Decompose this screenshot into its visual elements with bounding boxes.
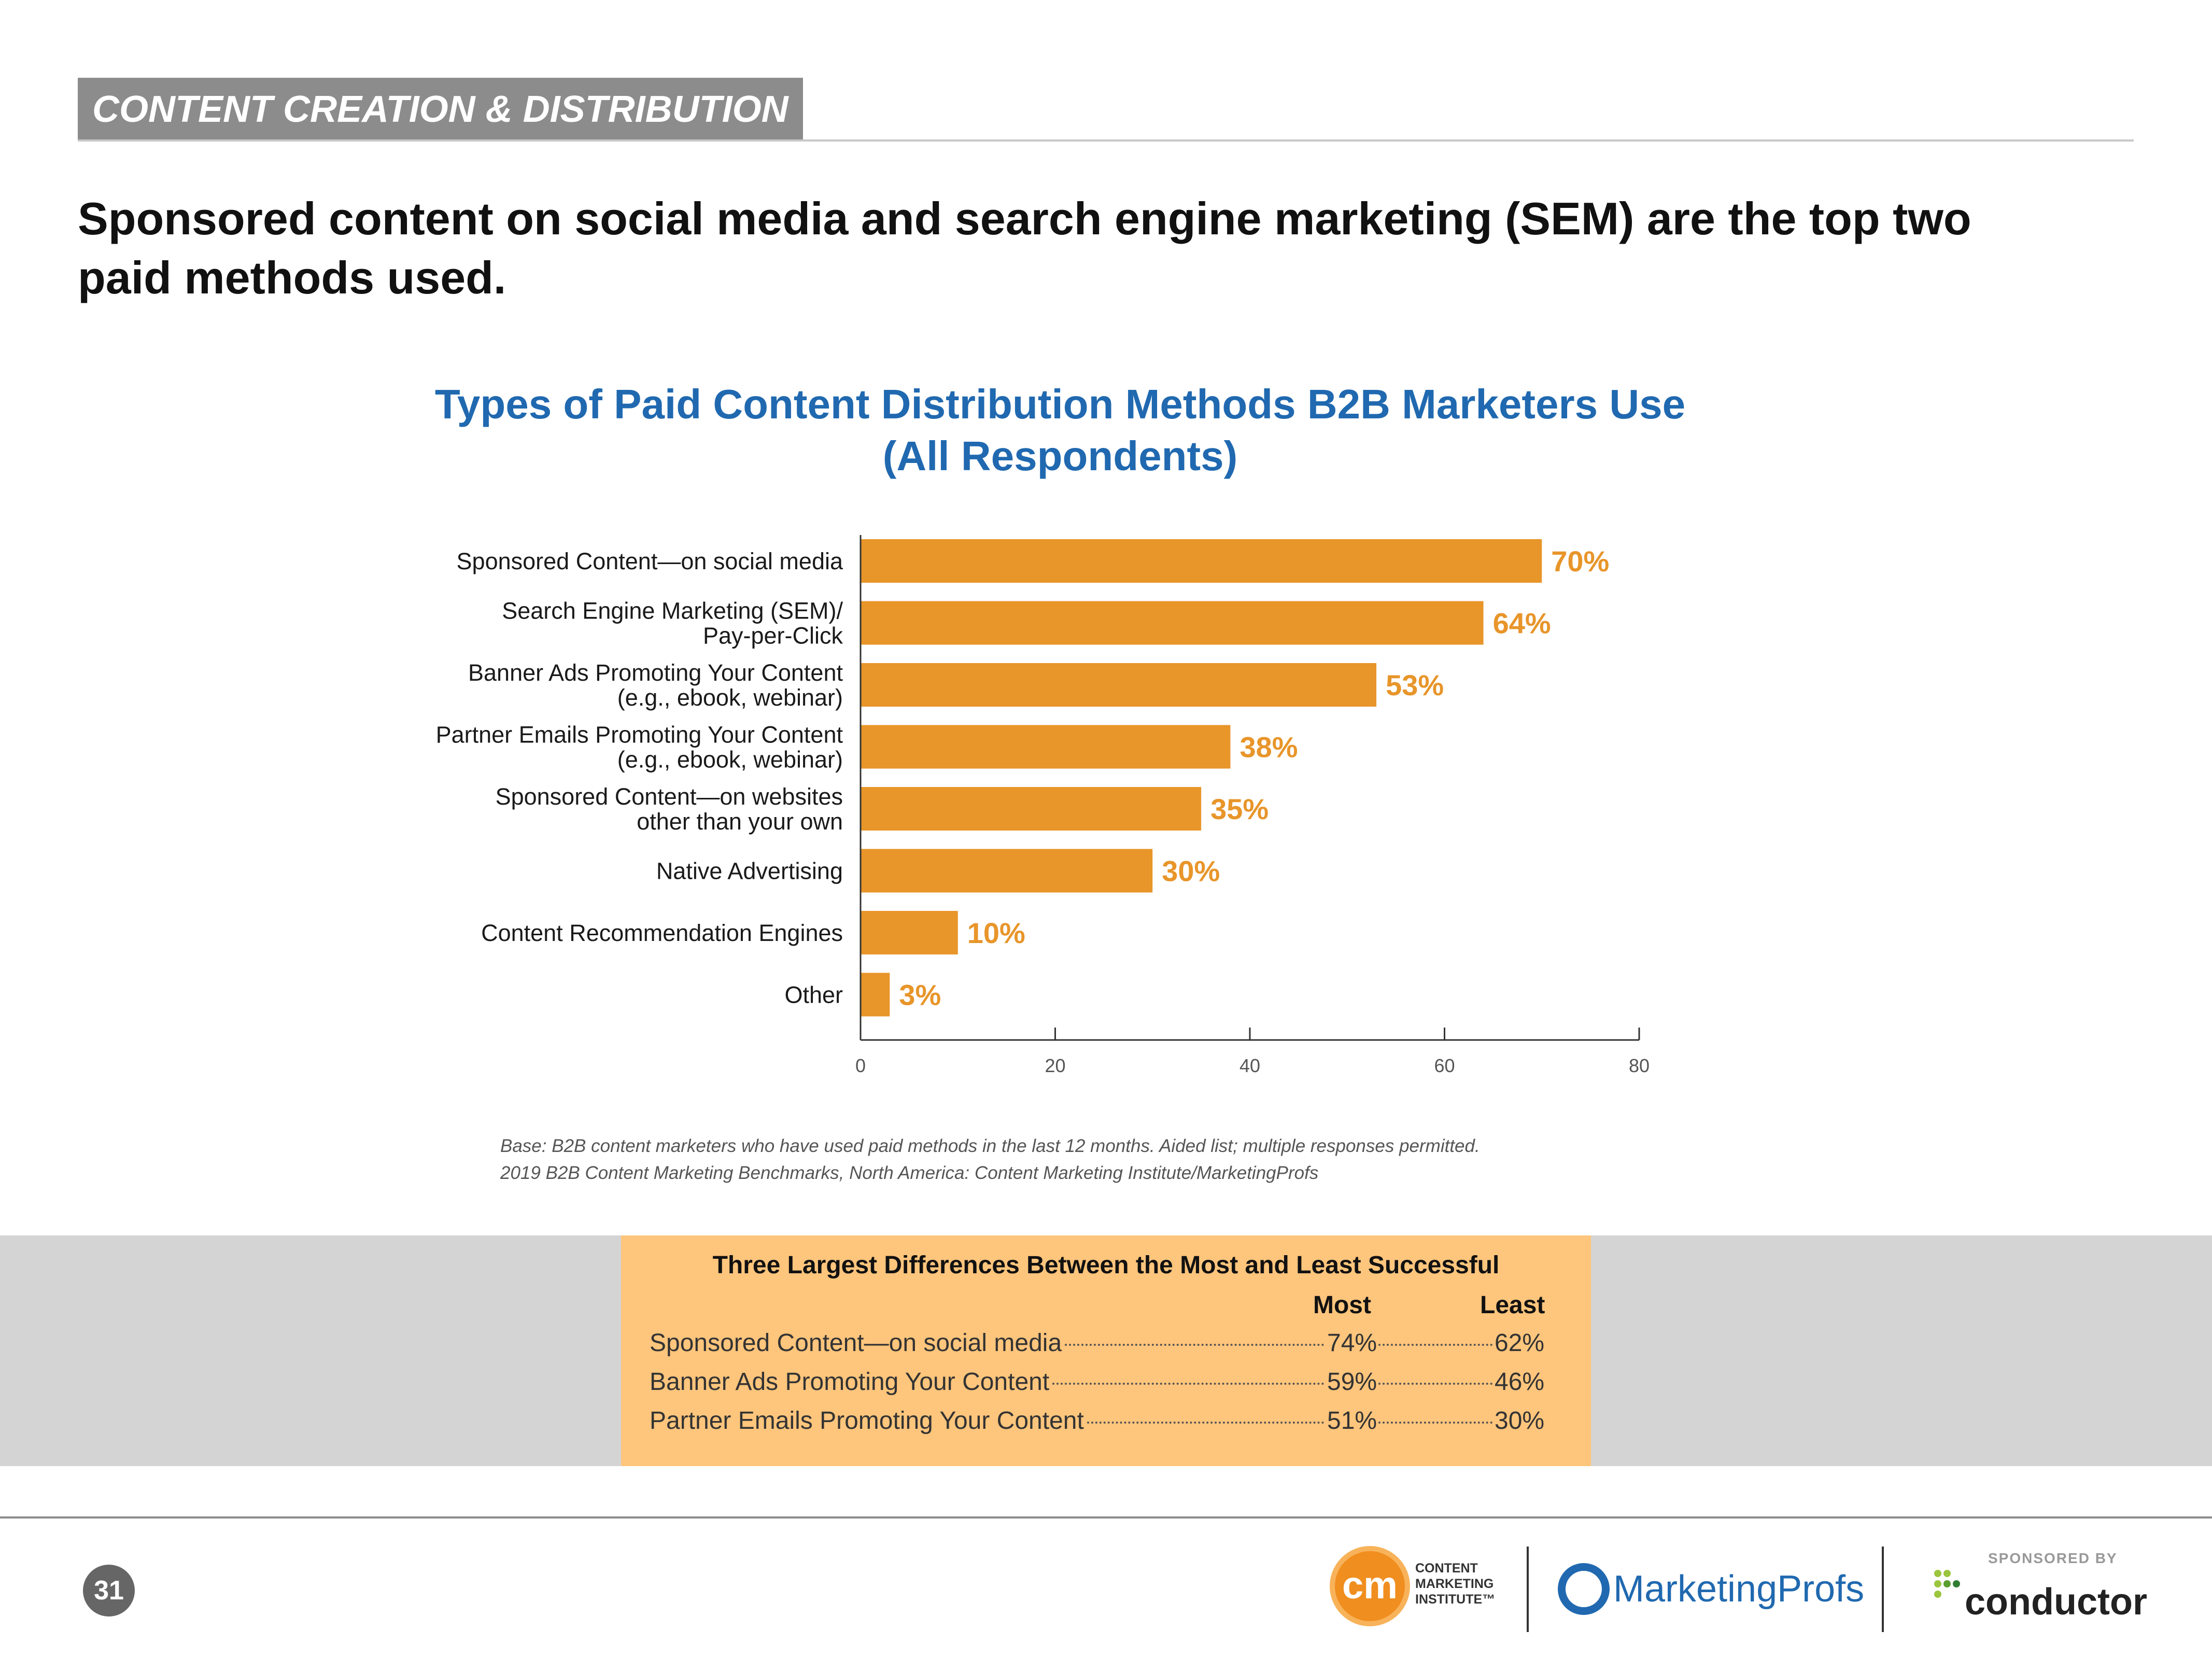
row-label: Sponsored Content—on social media [650,1329,1062,1357]
dot-leader [1378,1422,1492,1424]
category-label: (e.g., ebook, webinar) [617,684,843,711]
marketingprofs-wordmark: MarketingProfs [1613,1568,1865,1610]
data-label: 64% [1493,607,1551,640]
column-header-most: Most [1313,1291,1371,1319]
bar [861,973,890,1017]
section-divider [78,139,2134,142]
category-label: Native Advertising [656,858,843,884]
data-label: 10% [967,917,1025,949]
x-tick-label: 40 [1239,1055,1260,1076]
row-least-value: 62% [1495,1329,1545,1357]
marketingprofs-icon-inner [1566,1571,1602,1607]
category-label: Other [784,982,843,1008]
category-label: Sponsored Content—on social media [457,548,843,574]
differences-title: Three Largest Differences Between the Mo… [712,1252,1500,1279]
bar [861,539,1542,583]
chart-title-block: Types of Paid Content Distribution Metho… [259,378,1861,482]
row-least-value: 46% [1495,1368,1545,1396]
category-label: (e.g., ebook, webinar) [617,747,843,773]
data-label: 30% [1162,855,1220,888]
bar [861,725,1231,769]
section-tag: CONTENT CREATION & DISTRIBUTION [78,78,803,141]
row-label: Banner Ads Promoting Your Content [650,1368,1050,1396]
data-label: 53% [1386,669,1444,701]
category-label: Sponsored Content—on websites [496,783,843,810]
data-label: 3% [899,979,941,1011]
bar [861,787,1202,831]
dot-leader [1378,1344,1492,1346]
logo-separator [1527,1546,1529,1632]
dot-leader [1052,1383,1324,1385]
category-label: Partner Emails Promoting Your Content [436,722,843,748]
chart-title: Types of Paid Content Distribution Metho… [434,381,1686,427]
sponsored-by-label: SPONSORED BY [1988,1550,2118,1566]
chart-footnote: Base: B2B content marketers who have use… [500,1133,1744,1187]
cmi-line-2: MARKETING [1415,1577,1494,1591]
row-most-value: 51% [1327,1407,1377,1435]
differences-panel: Three Largest Differences Between the Mo… [621,1235,1591,1466]
category-label: Search Engine Marketing (SEM)/ [502,598,843,624]
differences-row: Partner Emails Promoting Your Content 51… [650,1407,1546,1443]
footer-divider [0,1516,2212,1519]
x-tick-label: 0 [855,1055,866,1076]
dot-leader [1087,1422,1324,1424]
footnote-base: Base: B2B content marketers who have use… [500,1136,1480,1156]
dot-leader [1065,1344,1324,1346]
headline-line-2: paid methods used. [78,252,506,303]
headline-line-1: Sponsored content on social media and se… [78,193,1971,244]
cmi-line-1: CONTENT [1415,1561,1478,1576]
data-label: 38% [1239,731,1298,764]
conductor-wordmark: conductor [1965,1581,2147,1623]
conductor-dots-icon [1934,1570,1960,1598]
page-number: 31 [83,1565,135,1616]
category-label: Content Recommendation Engines [481,920,843,946]
category-label: Pay-per-Click [703,623,843,649]
category-label: other than your own [637,808,843,835]
row-label: Partner Emails Promoting Your Content [650,1407,1084,1435]
data-label: 70% [1551,545,1609,578]
headline: Sponsored content on social media and se… [78,189,2100,307]
category-label: Banner Ads Promoting Your Content [468,659,843,686]
logo-separator [1882,1546,1884,1632]
differences-row: Sponsored Content—on social media 74% 62… [650,1329,1546,1365]
row-most-value: 74% [1327,1329,1377,1357]
bar-chart: 70% Sponsored Content—on social media 64% S… [436,535,1650,1076]
x-tick-label: 80 [1629,1055,1650,1076]
bar [861,663,1377,707]
cmi-wordmark: CONTENT MARKETING INSTITUTE™ [1415,1560,1495,1607]
bar [861,911,958,954]
cmi-line-3: INSTITUTE™ [1415,1592,1496,1607]
bar [861,849,1153,893]
column-header-least: Least [1480,1291,1545,1319]
x-tick-label: 60 [1434,1055,1455,1076]
row-most-value: 59% [1327,1368,1377,1396]
row-least-value: 30% [1495,1407,1545,1435]
chart-subtitle: (All Respondents) [882,433,1238,479]
x-tick-label: 20 [1045,1055,1065,1076]
dot-leader [1378,1383,1492,1385]
footnote-source: 2019 B2B Content Marketing Benchmarks, N… [500,1163,1319,1183]
data-label: 35% [1210,793,1269,825]
cmi-logo: cm [1330,1546,1410,1626]
bar [861,601,1484,645]
differences-row: Banner Ads Promoting Your Content 59% 46… [650,1368,1546,1404]
